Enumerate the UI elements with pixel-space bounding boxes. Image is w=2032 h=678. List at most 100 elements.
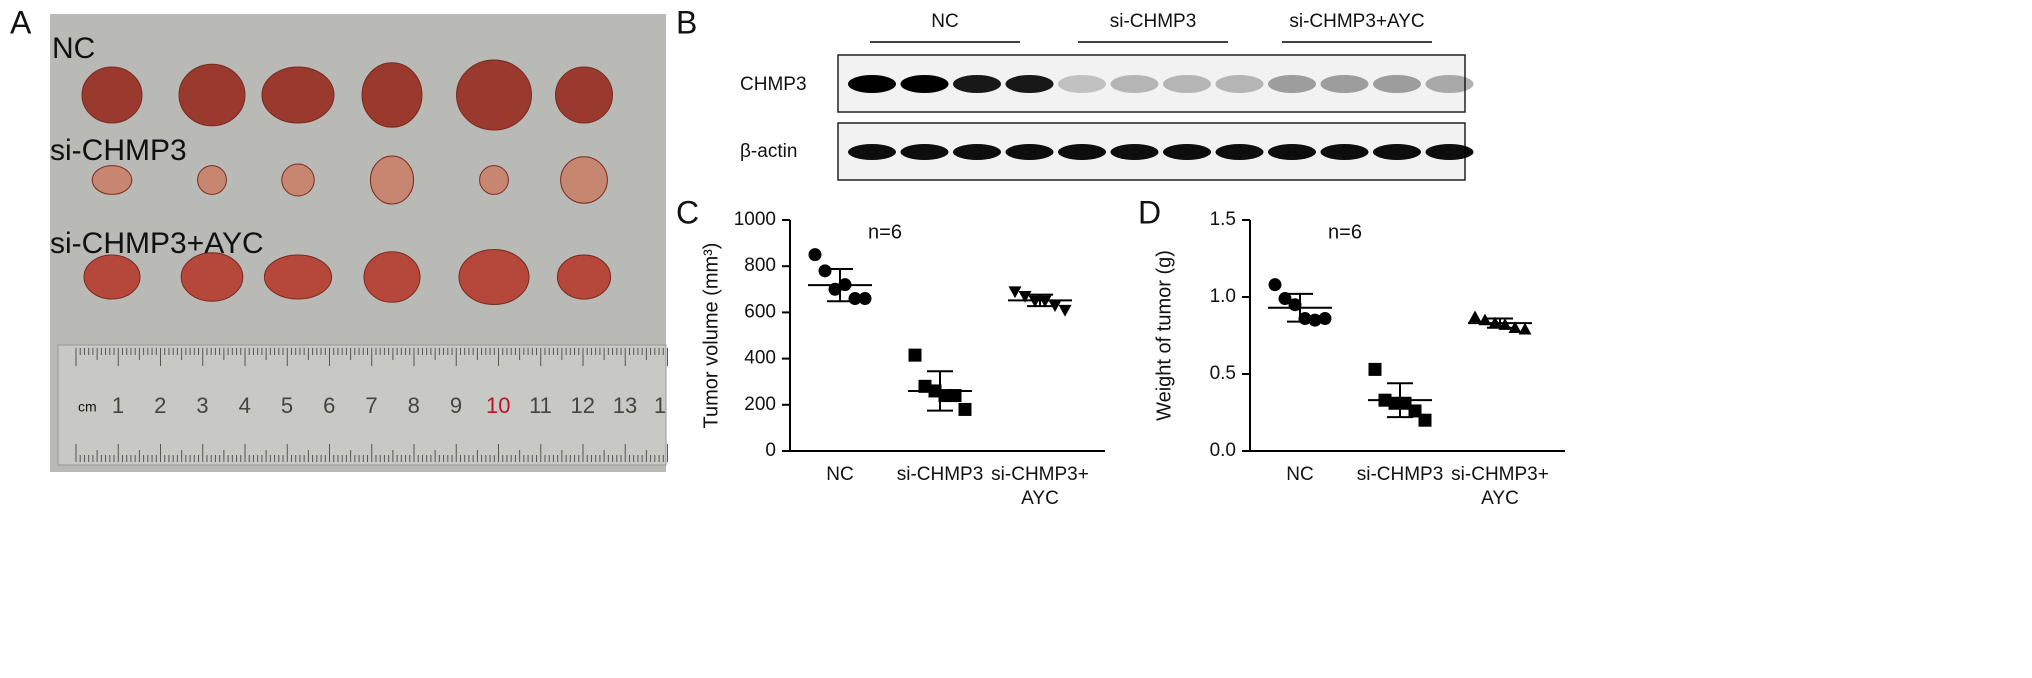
ruler-number: 3 bbox=[196, 393, 208, 418]
point bbox=[1508, 321, 1522, 333]
band bbox=[848, 144, 896, 160]
ruler bbox=[57, 344, 667, 466]
x-tick-label: si-CHMP3+ AYC bbox=[991, 464, 1089, 509]
point bbox=[1058, 304, 1072, 317]
panel-letter: A bbox=[10, 4, 32, 40]
point bbox=[918, 379, 932, 393]
band bbox=[1005, 75, 1054, 93]
ruler-number: 2 bbox=[154, 393, 166, 418]
row-label: si-CHMP3 bbox=[50, 134, 187, 167]
y-tick-label: 800 bbox=[744, 255, 776, 276]
band bbox=[953, 75, 1001, 93]
band bbox=[1268, 144, 1316, 160]
ruler-number: 8 bbox=[408, 393, 420, 418]
ruler-unit: cm bbox=[78, 399, 97, 415]
tumor bbox=[458, 249, 530, 305]
point bbox=[1408, 404, 1422, 418]
point bbox=[1308, 313, 1322, 327]
tumor bbox=[560, 156, 608, 204]
tumor bbox=[180, 252, 244, 302]
x-tick-label: si-CHMP3 bbox=[1357, 464, 1444, 485]
x-tick-label: NC bbox=[826, 464, 853, 485]
annotation: n=6 bbox=[1328, 221, 1362, 243]
y-tick-label: 0.0 bbox=[1210, 440, 1236, 461]
blot-group: si-CHMP3 bbox=[1110, 11, 1197, 32]
tumors bbox=[81, 59, 613, 305]
tumor bbox=[261, 66, 335, 124]
point bbox=[1368, 362, 1382, 376]
tumor bbox=[81, 66, 143, 124]
point bbox=[808, 248, 822, 262]
band bbox=[953, 144, 1001, 160]
band bbox=[1110, 144, 1159, 160]
band bbox=[1058, 75, 1106, 93]
band bbox=[1110, 75, 1159, 93]
y-axis-label: Weight of tumor (g) bbox=[1153, 250, 1175, 421]
y-axis-label: Tumor volume (mm³) bbox=[700, 243, 722, 429]
tumor bbox=[456, 59, 532, 131]
point bbox=[1278, 292, 1292, 306]
x-tick-label: NC bbox=[1286, 464, 1313, 485]
ruler-number: 11 bbox=[529, 393, 552, 418]
point bbox=[818, 264, 832, 278]
point bbox=[858, 292, 872, 306]
tumor bbox=[197, 165, 227, 195]
band bbox=[1163, 144, 1211, 160]
band bbox=[1163, 75, 1211, 93]
ruler-number: 7 bbox=[365, 393, 377, 418]
blot-row-label: β-actin bbox=[740, 141, 797, 162]
x-tick-label: si-CHMP3+ AYC bbox=[1451, 464, 1549, 509]
ruler-number: 1 bbox=[654, 393, 666, 418]
point bbox=[1048, 300, 1062, 312]
tumor bbox=[281, 163, 315, 197]
blot-group: si-CHMP3+AYC bbox=[1289, 11, 1424, 32]
band bbox=[900, 75, 949, 93]
blot-group: NC bbox=[931, 11, 958, 32]
band bbox=[1373, 75, 1421, 93]
band bbox=[1320, 75, 1369, 93]
point bbox=[948, 389, 962, 403]
band bbox=[1268, 75, 1316, 93]
ruler-number: 12 bbox=[571, 393, 595, 418]
point bbox=[1318, 312, 1332, 326]
y-tick-label: 0.5 bbox=[1210, 363, 1236, 384]
row-label: si-CHMP3+AYC bbox=[50, 227, 264, 260]
ruler-number: 4 bbox=[239, 393, 251, 418]
ruler-number: 9 bbox=[450, 393, 462, 418]
point bbox=[1468, 310, 1482, 323]
tumor bbox=[556, 254, 612, 300]
point bbox=[1028, 295, 1042, 308]
y-tick-label: 200 bbox=[744, 394, 776, 415]
point bbox=[1518, 322, 1532, 335]
tumor bbox=[361, 62, 423, 128]
ruler-number: 1 bbox=[112, 393, 124, 418]
tumor bbox=[91, 165, 133, 195]
panel-letter: C bbox=[676, 194, 699, 230]
bands bbox=[848, 75, 1474, 160]
point bbox=[1038, 295, 1052, 308]
band bbox=[1425, 144, 1474, 160]
band bbox=[1005, 144, 1054, 160]
y-tick-label: 1.5 bbox=[1210, 209, 1236, 230]
band bbox=[848, 75, 896, 93]
ruler-number: 10 bbox=[486, 393, 510, 418]
point bbox=[1268, 278, 1282, 292]
point bbox=[958, 402, 972, 416]
y-tick-label: 600 bbox=[744, 301, 776, 322]
band bbox=[1320, 144, 1369, 160]
annotation: n=6 bbox=[868, 221, 902, 243]
tumor bbox=[178, 63, 246, 127]
band bbox=[1373, 144, 1421, 160]
ruler-number: 5 bbox=[281, 393, 293, 418]
tumor bbox=[479, 165, 509, 195]
band bbox=[900, 144, 949, 160]
ruler-number: 6 bbox=[323, 393, 335, 418]
band bbox=[1058, 144, 1106, 160]
band bbox=[1425, 75, 1474, 93]
panel-letter: D bbox=[1138, 194, 1161, 230]
point bbox=[938, 389, 952, 403]
tumor bbox=[369, 155, 415, 205]
band bbox=[1215, 75, 1264, 93]
panel-letter: B bbox=[676, 4, 697, 40]
tumor bbox=[263, 254, 333, 300]
